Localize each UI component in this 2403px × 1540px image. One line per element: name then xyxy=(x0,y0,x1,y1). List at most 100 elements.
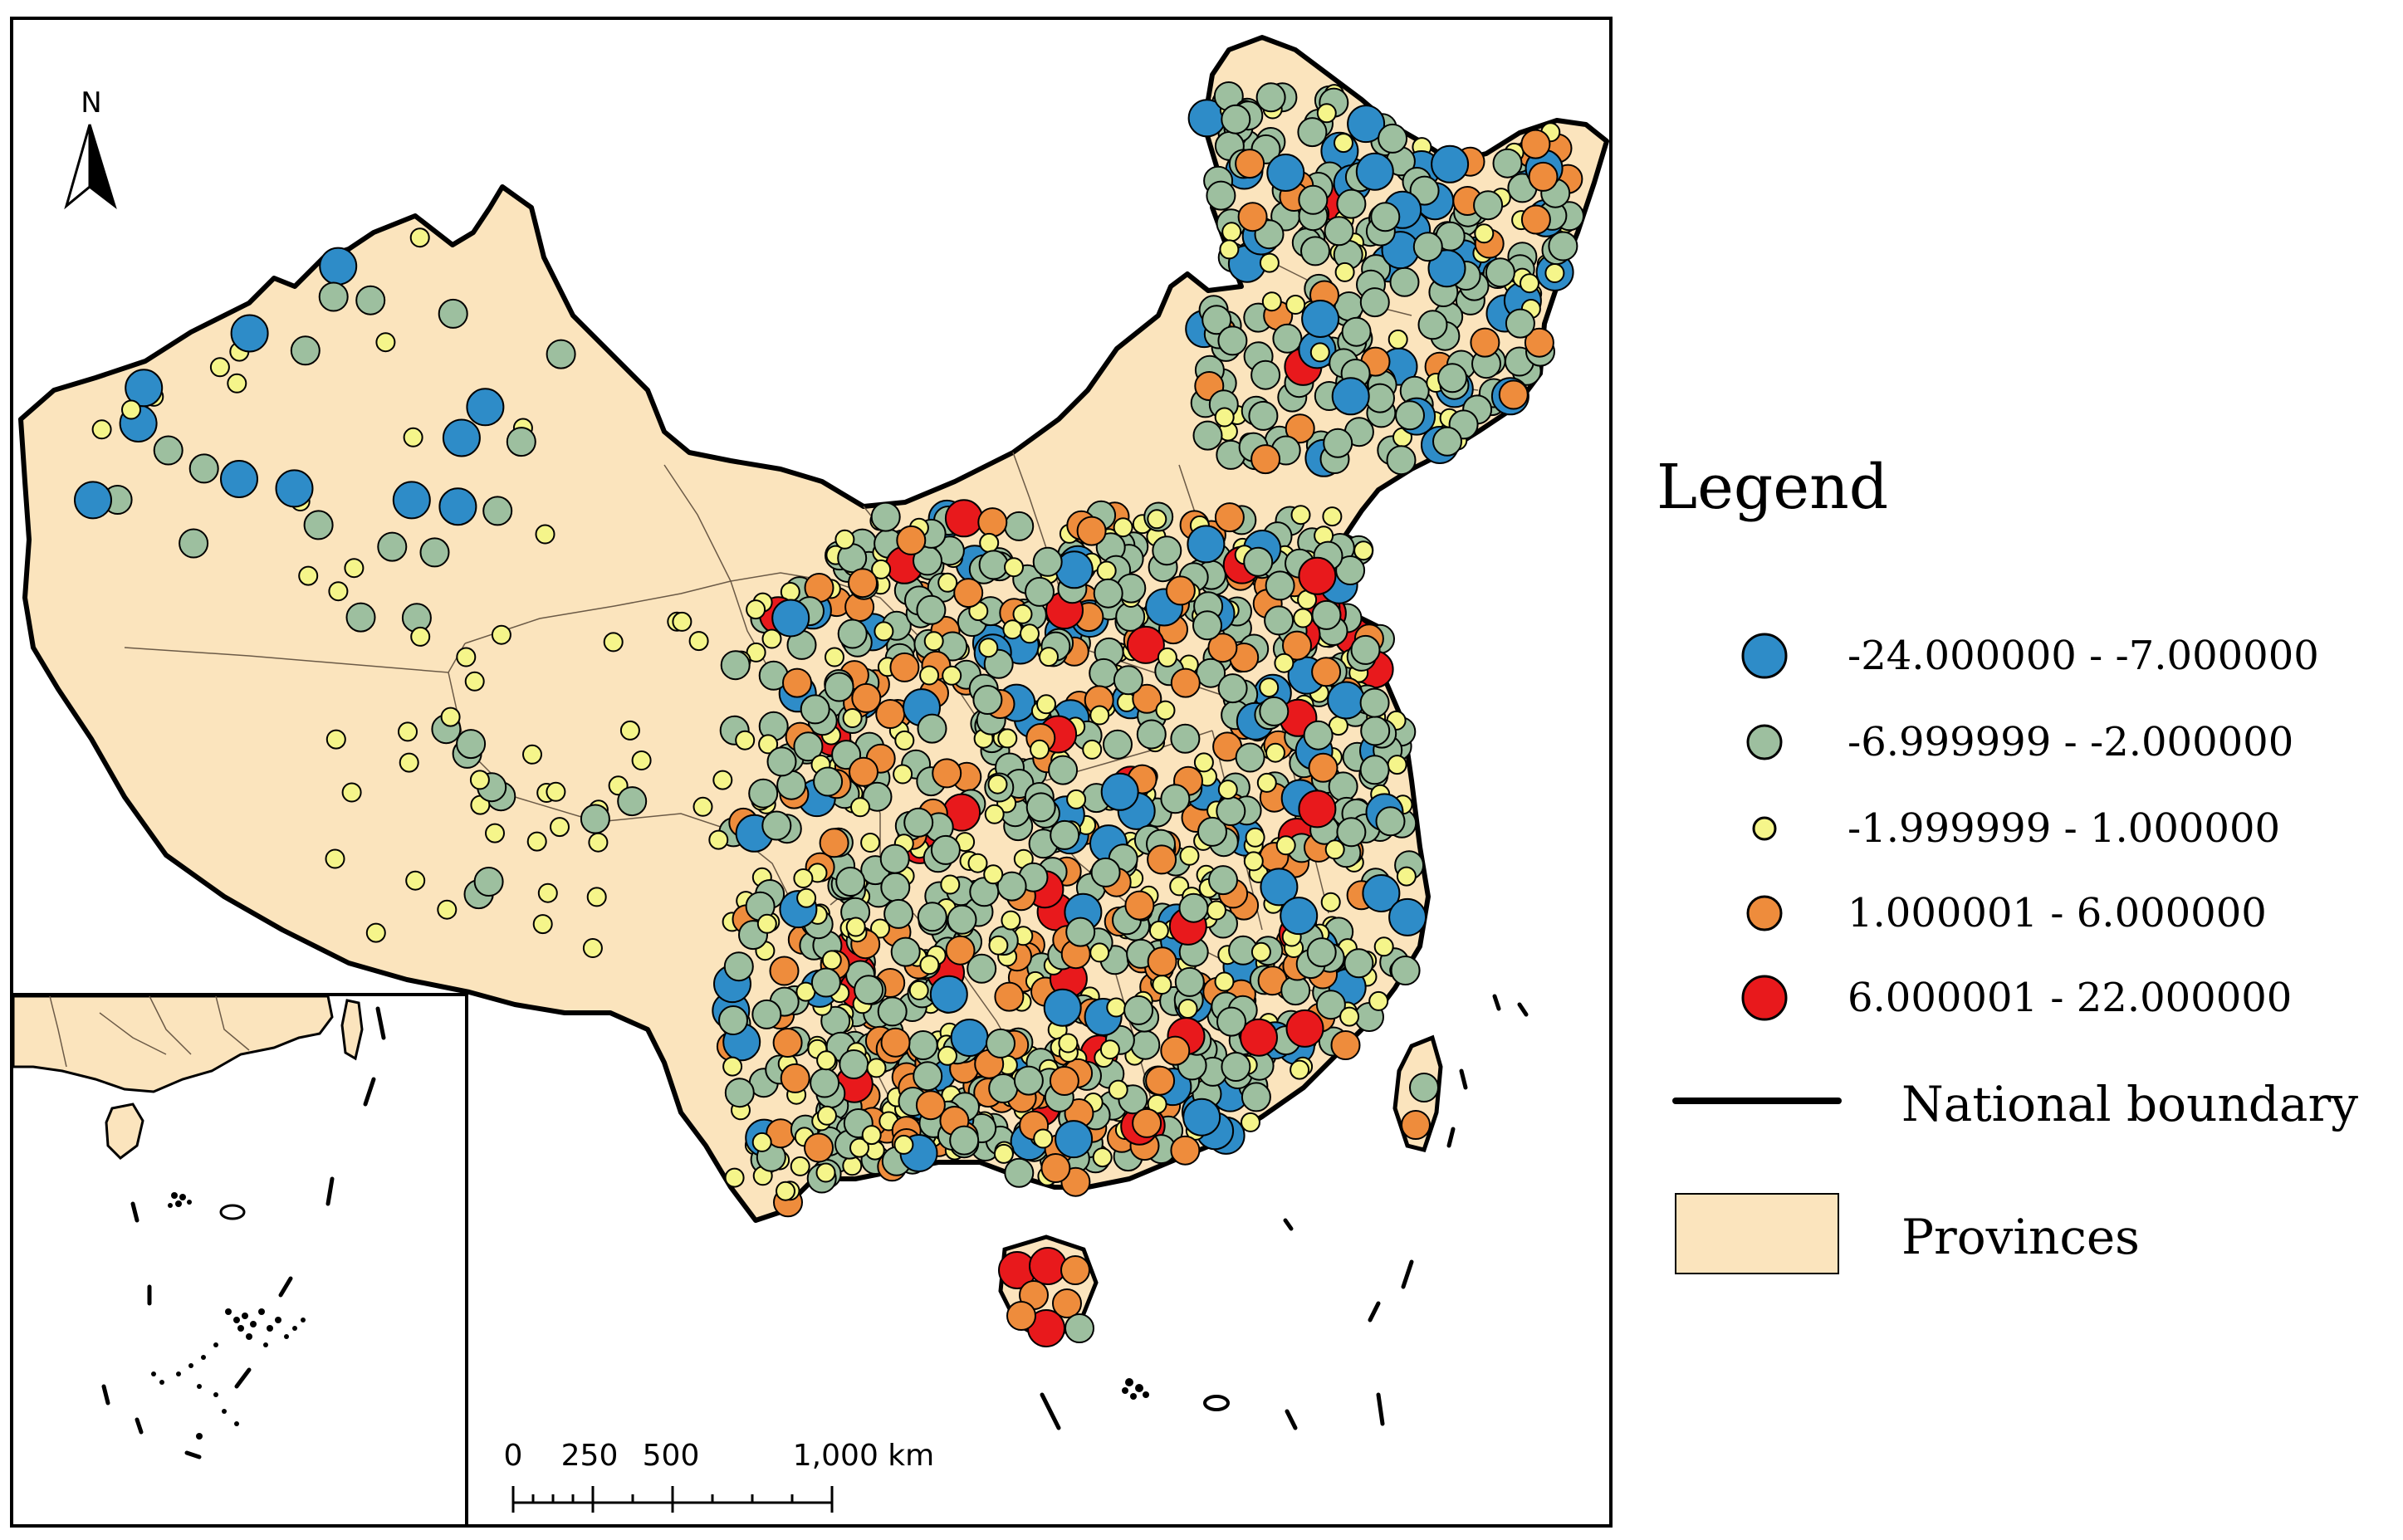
station-point xyxy=(987,774,1008,794)
station-point xyxy=(125,369,164,408)
station-point xyxy=(526,831,547,852)
station-point xyxy=(1311,599,1342,630)
station-point xyxy=(1261,291,1282,312)
inset-islands xyxy=(151,1192,306,1440)
station-point xyxy=(1388,897,1427,936)
station-point xyxy=(437,899,458,920)
station-point xyxy=(986,1028,1016,1058)
station-point xyxy=(1250,444,1281,475)
station-point xyxy=(1241,1082,1271,1112)
station-point xyxy=(1396,866,1417,887)
station-point xyxy=(328,581,349,602)
station-point xyxy=(1303,720,1334,750)
station-point xyxy=(1237,202,1268,232)
station-point xyxy=(1147,844,1177,875)
station-point xyxy=(1505,308,1535,339)
station-point xyxy=(1298,556,1337,595)
station-point xyxy=(1050,819,1080,850)
station-point xyxy=(932,758,962,789)
inset-land xyxy=(12,995,334,1093)
station-point xyxy=(997,728,1018,749)
station-point xyxy=(1013,1065,1044,1096)
station-point xyxy=(1206,900,1226,921)
station-point xyxy=(813,766,844,797)
station-point xyxy=(772,1028,803,1058)
station-point xyxy=(1350,634,1381,665)
station-point xyxy=(850,797,870,818)
station-point xyxy=(1334,133,1353,154)
station-point xyxy=(1147,946,1177,977)
station-point xyxy=(929,975,968,1014)
station-point xyxy=(1096,560,1117,581)
station-point xyxy=(1255,82,1286,113)
legend-provinces-swatch xyxy=(1675,1193,1839,1274)
station-point xyxy=(761,628,782,649)
station-point xyxy=(1214,407,1235,428)
station-point xyxy=(967,853,988,873)
station-point xyxy=(793,868,814,888)
station-point xyxy=(1170,723,1201,754)
legend-boundary-label: National boundary xyxy=(1901,1076,2358,1132)
station-point xyxy=(1160,784,1191,814)
station-point xyxy=(796,887,817,908)
station-point xyxy=(1033,1128,1054,1149)
station-point xyxy=(1221,104,1251,134)
station-point xyxy=(631,750,652,770)
station-point xyxy=(751,1132,772,1152)
scale-tick-500: 500 xyxy=(643,1439,700,1473)
station-point xyxy=(810,1068,840,1098)
station-points xyxy=(74,81,1584,1347)
station-point xyxy=(588,832,609,853)
station-point xyxy=(940,874,961,895)
station-point xyxy=(1339,1006,1360,1027)
station-point xyxy=(1187,525,1226,564)
station-point xyxy=(1409,175,1440,206)
station-point xyxy=(1368,990,1389,1011)
station-point xyxy=(1260,868,1299,907)
station-point xyxy=(1290,505,1311,526)
station-point xyxy=(1193,752,1214,773)
station-point xyxy=(403,427,423,447)
station-point xyxy=(1132,1107,1162,1138)
station-point xyxy=(506,427,536,457)
station-point xyxy=(708,829,729,850)
station-point xyxy=(1012,604,1033,624)
station-point xyxy=(842,708,863,728)
station-point xyxy=(983,864,1004,885)
station-point xyxy=(1160,1035,1191,1066)
station-point xyxy=(1147,509,1167,530)
station-point xyxy=(893,1134,914,1155)
station-point xyxy=(953,578,984,609)
station-point xyxy=(908,980,929,1000)
north-arrow: N xyxy=(64,86,117,210)
station-point xyxy=(1387,755,1407,775)
station-point xyxy=(1219,239,1240,260)
station-point xyxy=(580,804,610,834)
station-point xyxy=(1082,739,1103,760)
station-point xyxy=(996,871,1027,902)
station-point xyxy=(1032,546,1063,577)
station-point xyxy=(1290,1059,1310,1080)
station-point xyxy=(874,621,894,642)
station-point xyxy=(1064,1313,1094,1343)
station-point xyxy=(1311,657,1342,687)
station-point xyxy=(1182,1098,1221,1137)
station-point xyxy=(1235,149,1265,179)
station-point xyxy=(464,671,485,692)
station-point xyxy=(993,1143,1014,1164)
station-point xyxy=(1359,755,1390,785)
station-point xyxy=(1148,920,1169,941)
station-point xyxy=(377,531,408,562)
station-point xyxy=(917,902,947,932)
station-point xyxy=(375,332,396,353)
station-point xyxy=(1103,729,1133,760)
station-point xyxy=(978,638,999,658)
station-point xyxy=(821,950,842,970)
station-point xyxy=(771,599,810,638)
station-point xyxy=(1401,1110,1431,1140)
station-point xyxy=(318,281,349,312)
station-point xyxy=(230,314,269,353)
station-point xyxy=(398,721,418,742)
station-point xyxy=(325,848,345,869)
station-point xyxy=(1029,1247,1067,1285)
